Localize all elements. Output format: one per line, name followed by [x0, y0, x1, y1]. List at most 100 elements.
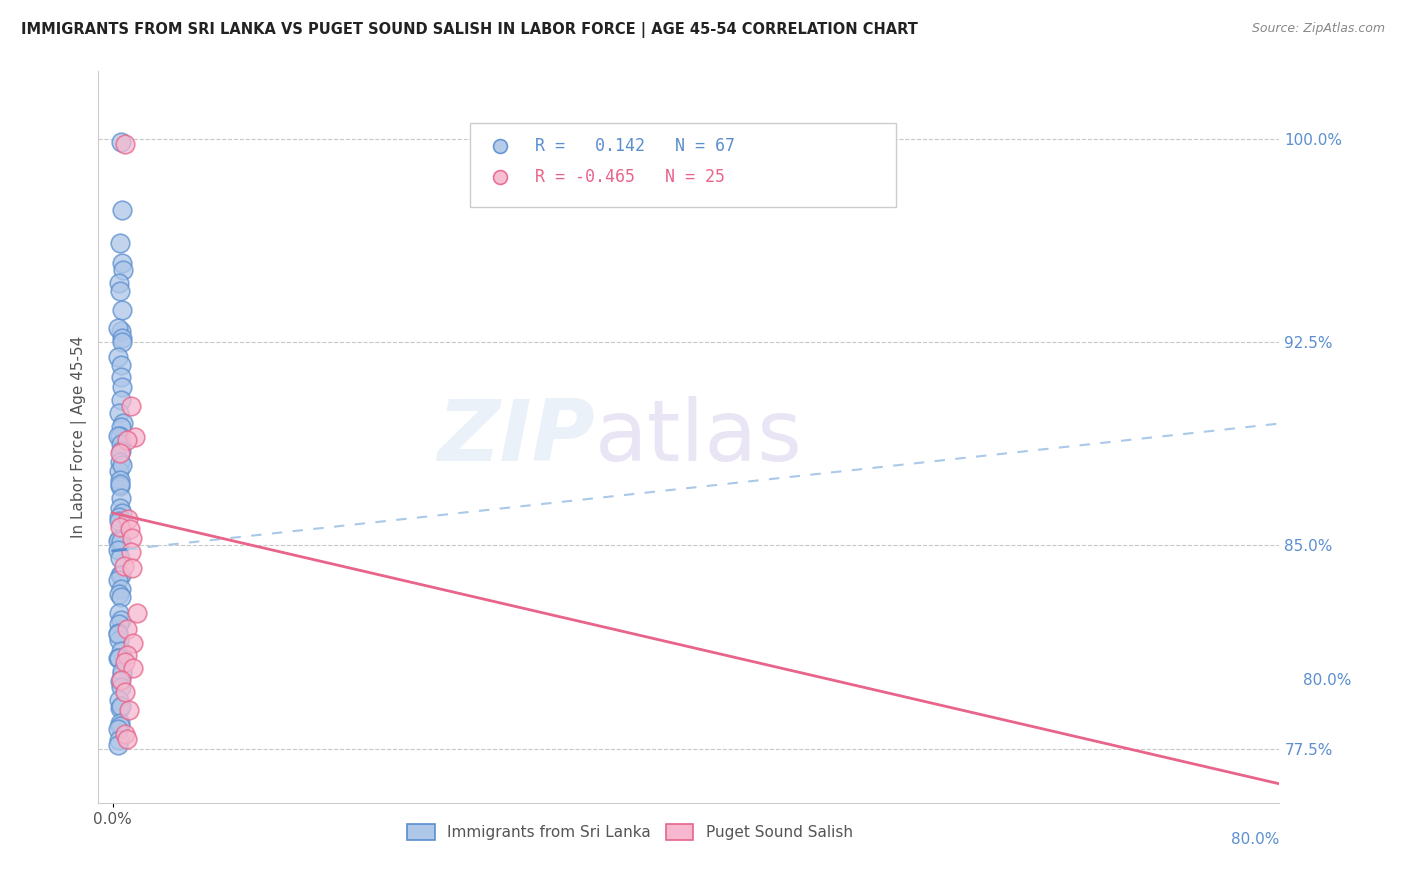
Text: R =   0.142   N = 67: R = 0.142 N = 67 [536, 137, 735, 155]
Point [108, 607, 131, 621]
Point [107, 722, 129, 736]
Point [114, 685, 136, 699]
Text: atlas: atlas [595, 395, 803, 479]
Point [111, 416, 134, 430]
Point [108, 455, 131, 469]
Point [107, 543, 129, 558]
Point [114, 655, 136, 669]
Point [111, 256, 134, 270]
Point [110, 533, 132, 548]
Point [115, 732, 138, 747]
Point [107, 429, 129, 443]
Point [1154, 842, 1177, 856]
Point [108, 476, 131, 491]
Point [110, 358, 132, 372]
Point [107, 627, 129, 641]
Point [111, 380, 134, 394]
FancyBboxPatch shape [471, 122, 896, 207]
Point [111, 666, 134, 681]
Point [121, 531, 143, 545]
Point [111, 334, 134, 349]
Point [110, 550, 132, 565]
Point [111, 458, 134, 472]
Text: ZIP: ZIP [437, 395, 595, 479]
Point [108, 567, 131, 582]
Point [108, 514, 131, 528]
Point [110, 479, 132, 493]
Point [110, 491, 132, 505]
Point [125, 607, 148, 621]
Text: Source: ZipAtlas.com: Source: ZipAtlas.com [1251, 22, 1385, 36]
Point [110, 519, 132, 533]
Point [110, 614, 132, 628]
Point [110, 681, 132, 695]
Point [108, 473, 131, 487]
Point [107, 350, 129, 364]
Point [110, 437, 132, 451]
Point [110, 444, 132, 458]
Point [110, 582, 132, 597]
Point [108, 674, 131, 689]
Point [108, 446, 131, 460]
Point [110, 370, 132, 384]
Point [108, 718, 131, 732]
Point [110, 590, 132, 604]
Point [108, 700, 131, 714]
Point [108, 500, 131, 515]
Point [111, 331, 134, 345]
Point [112, 559, 135, 574]
Point [108, 406, 131, 420]
Point [111, 263, 134, 277]
Point [114, 137, 136, 152]
Point [124, 430, 146, 444]
Point [117, 512, 139, 526]
Point [585, 524, 607, 539]
Point [110, 643, 132, 657]
Point [110, 673, 132, 687]
Point [813, 869, 835, 883]
Point [111, 202, 134, 217]
Point [585, 409, 607, 423]
Point [110, 135, 132, 149]
Point [107, 738, 129, 752]
Point [114, 726, 136, 740]
Point [110, 235, 132, 250]
Y-axis label: In Labor Force | Age 45-54: In Labor Force | Age 45-54 [72, 336, 87, 538]
Point [108, 650, 131, 665]
Point [107, 626, 129, 640]
Point [108, 285, 131, 299]
Point [108, 732, 131, 747]
Point [110, 393, 132, 408]
Point [121, 661, 143, 675]
Point [108, 532, 131, 546]
Point [108, 464, 131, 478]
Point [110, 568, 132, 582]
Point [108, 510, 131, 524]
Point [107, 573, 129, 587]
Point [111, 302, 134, 317]
Text: R = -0.465   N = 25: R = -0.465 N = 25 [536, 169, 725, 186]
Point [120, 399, 142, 413]
Point [117, 623, 139, 637]
Text: 80.0%: 80.0% [1303, 673, 1351, 689]
Point [107, 693, 129, 707]
Point [110, 506, 132, 520]
Point [121, 561, 143, 575]
Legend: Immigrants from Sri Lanka, Puget Sound Salish: Immigrants from Sri Lanka, Puget Sound S… [401, 818, 859, 847]
Point [108, 716, 131, 731]
Point [108, 633, 131, 648]
Point [110, 419, 132, 434]
Text: IMMIGRANTS FROM SRI LANKA VS PUGET SOUND SALISH IN LABOR FORCE | AGE 45-54 CORRE: IMMIGRANTS FROM SRI LANKA VS PUGET SOUND… [21, 22, 918, 38]
Point [108, 616, 131, 631]
Text: 80.0%: 80.0% [1232, 832, 1279, 847]
Point [107, 321, 129, 335]
Point [115, 648, 138, 662]
Point [121, 636, 143, 650]
Point [108, 587, 131, 601]
Point [118, 703, 141, 717]
Point [108, 429, 131, 443]
Point [111, 665, 134, 679]
Point [118, 522, 141, 536]
Point [120, 545, 142, 559]
Point [107, 651, 129, 665]
